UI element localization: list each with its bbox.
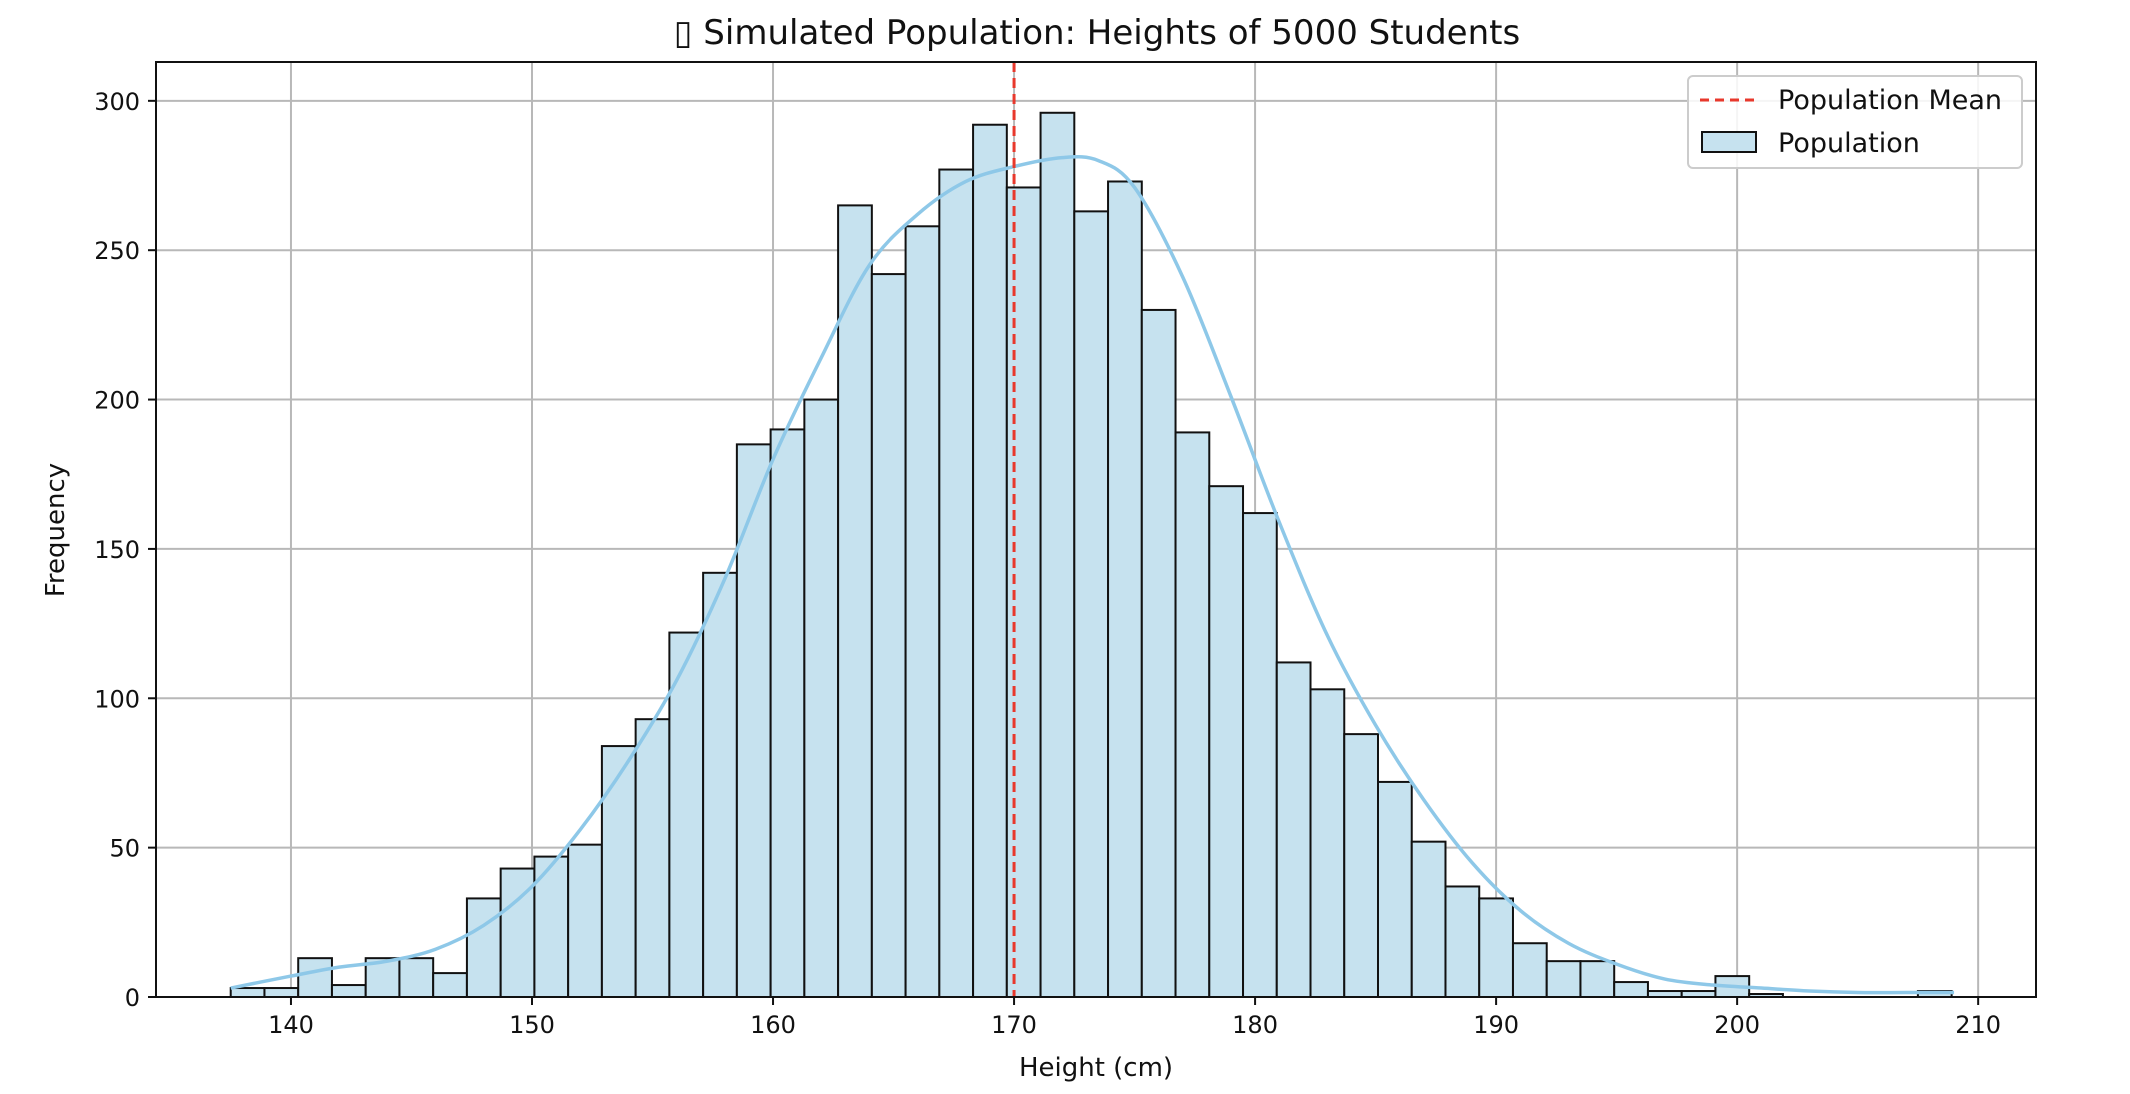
histogram-bar (634, 718, 671, 998)
histogram-bar (803, 398, 840, 998)
kde-curve-layer (230, 155, 1955, 995)
histogram-bar (330, 984, 367, 999)
histogram-bar (1545, 960, 1582, 999)
histogram-bar (1444, 885, 1481, 998)
histogram-bar (1107, 180, 1143, 998)
x-tick-label: 190 (1473, 1011, 1519, 1039)
histogram-bar (735, 443, 772, 999)
y-tick-label: 150 (94, 536, 140, 564)
kde-curve (230, 155, 1955, 995)
histogram-bar (229, 987, 266, 998)
histogram-bar (904, 225, 941, 998)
histogram-bar (1140, 308, 1177, 999)
y-tick-label: 200 (94, 387, 140, 415)
x-tick-label: 210 (1955, 1011, 2001, 1039)
y-axis-label: Frequency (41, 463, 71, 597)
histogram-bar (769, 428, 806, 998)
histogram-bar (1579, 960, 1616, 999)
legend: Population Mean Population (1687, 75, 2023, 169)
histogram-bar (297, 957, 333, 999)
histogram-bar (465, 897, 502, 999)
chart-title: ▯ Simulated Population: Heights of 5000 … (674, 13, 1520, 53)
legend-population-swatch (1701, 131, 1757, 153)
plot-frame (155, 61, 2037, 998)
histogram-bar (1073, 210, 1110, 998)
histogram-bar (668, 631, 705, 998)
x-tick-label: 200 (1714, 1011, 1760, 1039)
x-tick-label: 180 (1232, 1011, 1278, 1039)
histogram-bar (837, 204, 873, 998)
histogram-bar (1174, 431, 1211, 998)
legend-mean-label: Population Mean (1778, 85, 2002, 116)
histogram-bar (1410, 840, 1447, 999)
histogram-bar (1039, 111, 1076, 998)
histogram-bars (229, 111, 1953, 999)
x-tick-label: 150 (509, 1011, 555, 1039)
histogram-bar (972, 123, 1008, 998)
histogram-bar (1005, 186, 1042, 998)
histogram-bar (1208, 485, 1245, 998)
x-axis-ticks: 140 150 160 170 180 190 200 210 (268, 997, 2001, 1039)
legend-box (1687, 75, 2023, 169)
histogram-bar (1242, 512, 1278, 999)
histogram-bar (702, 571, 738, 998)
legend-population-label: Population (1778, 128, 1920, 159)
histogram-bar (432, 972, 468, 998)
y-axis-ticks: 0 50 100 150 200 250 300 (94, 88, 156, 1012)
y-tick-label: 300 (94, 88, 140, 116)
y-tick-label: 250 (94, 237, 140, 265)
histogram-bar (1377, 780, 1413, 998)
histogram-bar (1613, 981, 1649, 999)
x-tick-label: 170 (991, 1011, 1037, 1039)
x-tick-label: 160 (750, 1011, 796, 1039)
x-tick-label: 140 (268, 1011, 314, 1039)
histogram-bar (938, 168, 975, 999)
histogram-bar (1511, 942, 1548, 999)
histogram-bar (263, 987, 300, 998)
histogram-bar (600, 745, 637, 998)
histogram-bar (567, 843, 603, 998)
histogram-bar (870, 273, 907, 998)
x-axis-label: Height (cm) (1019, 1053, 1173, 1083)
histogram-bar (1309, 688, 1346, 998)
histogram-bar (1275, 661, 1312, 999)
histogram-bar (398, 957, 435, 999)
y-tick-label: 100 (94, 685, 140, 713)
y-tick-label: 50 (109, 835, 140, 863)
y-tick-label: 0 (125, 984, 140, 1012)
histogram-bar (1478, 897, 1514, 999)
histogram-bar (1343, 733, 1380, 998)
